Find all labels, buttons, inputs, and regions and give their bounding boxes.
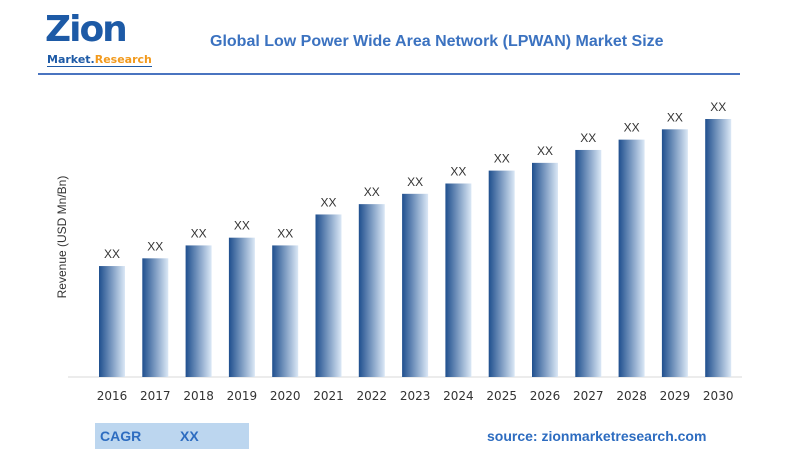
x-tick-2030: 2030 xyxy=(703,389,734,403)
x-tick-2026: 2026 xyxy=(530,389,561,403)
bar-2020 xyxy=(272,245,299,377)
title-divider xyxy=(38,73,740,75)
bar-2022 xyxy=(358,204,385,377)
logo-sub-left: Market. xyxy=(47,53,95,66)
data-label-2030: XX xyxy=(710,100,726,114)
cagr-box: CAGR XX xyxy=(95,423,249,449)
bar-2023 xyxy=(402,193,429,377)
data-label-2025: XX xyxy=(494,152,510,166)
bar-2026 xyxy=(532,162,558,377)
x-tick-2023: 2023 xyxy=(400,389,431,403)
data-label-2026: XX xyxy=(537,144,553,158)
data-label-2024: XX xyxy=(450,165,466,179)
x-tick-2022: 2022 xyxy=(357,389,388,403)
bar-2018 xyxy=(185,245,212,377)
x-tick-2024: 2024 xyxy=(443,389,474,403)
x-tick-2018: 2018 xyxy=(183,389,214,403)
bar-2025 xyxy=(488,170,515,377)
data-label-2027: XX xyxy=(580,131,596,145)
data-label-2029: XX xyxy=(667,110,683,124)
x-tick-2019: 2019 xyxy=(227,389,258,403)
data-label-2023: XX xyxy=(407,175,423,189)
bar-2024 xyxy=(445,183,472,377)
bar-2027 xyxy=(575,149,602,377)
logo-subtitle: Market.Research xyxy=(47,53,152,67)
data-label-2022: XX xyxy=(364,185,380,199)
x-tick-2028: 2028 xyxy=(616,389,647,403)
logo-sub-right: Research xyxy=(94,53,152,66)
data-label-2017: XX xyxy=(147,239,163,253)
source-text: source: zionmarketresearch.com xyxy=(487,428,707,444)
x-tick-2029: 2029 xyxy=(660,389,691,403)
bar-2019 xyxy=(228,237,255,377)
x-tick-2017: 2017 xyxy=(140,389,171,403)
x-tick-2025: 2025 xyxy=(486,389,517,403)
chart-title: Global Low Power Wide Area Network (LPWA… xyxy=(210,33,664,50)
bar-2016 xyxy=(99,266,125,377)
data-label-2018: XX xyxy=(191,226,207,240)
x-tick-2016: 2016 xyxy=(97,389,128,403)
data-label-2016: XX xyxy=(104,247,120,261)
bar-2029 xyxy=(661,129,688,377)
bar-2021 xyxy=(315,214,342,377)
x-tick-2021: 2021 xyxy=(313,389,344,403)
x-tick-2027: 2027 xyxy=(573,389,604,403)
data-label-2019: XX xyxy=(234,219,250,233)
bar-2028 xyxy=(618,139,645,377)
data-label-2020: XX xyxy=(277,226,293,240)
cagr-value: XX xyxy=(180,428,199,444)
zion-logo: Zion Market.Research xyxy=(45,12,155,68)
data-label-2021: XX xyxy=(320,195,336,209)
x-tick-2020: 2020 xyxy=(270,389,301,403)
logo-wordmark: Zion xyxy=(45,9,128,50)
cagr-label: CAGR xyxy=(100,428,142,444)
data-label-2028: XX xyxy=(624,121,640,135)
bar-2017 xyxy=(142,258,169,377)
bar-2030 xyxy=(705,119,732,377)
